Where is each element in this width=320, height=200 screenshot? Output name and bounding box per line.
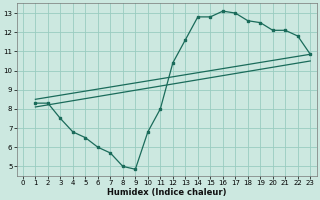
X-axis label: Humidex (Indice chaleur): Humidex (Indice chaleur) bbox=[107, 188, 226, 197]
